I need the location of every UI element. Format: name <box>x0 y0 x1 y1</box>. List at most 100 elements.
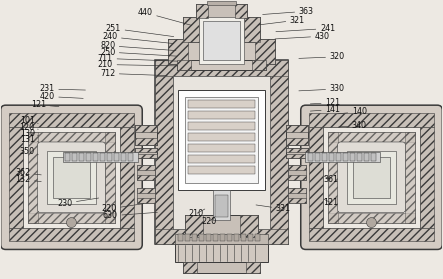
Text: 440: 440 <box>138 8 191 25</box>
Bar <box>322 153 326 161</box>
Bar <box>137 165 155 170</box>
Text: 420: 420 <box>39 92 83 101</box>
Bar <box>114 153 119 161</box>
Bar <box>353 157 390 198</box>
Bar <box>47 151 97 204</box>
Text: 820: 820 <box>100 41 176 50</box>
Text: 361: 361 <box>323 175 338 184</box>
Bar <box>66 153 70 161</box>
Bar <box>255 234 260 242</box>
Bar <box>252 60 266 70</box>
Bar <box>183 17 199 42</box>
Bar <box>357 153 361 161</box>
Bar <box>206 234 211 242</box>
Text: 231: 231 <box>39 85 85 93</box>
Bar <box>120 127 134 228</box>
Text: 121: 121 <box>311 98 340 107</box>
Bar <box>241 234 246 242</box>
Bar <box>185 215 203 237</box>
Circle shape <box>366 218 377 228</box>
Bar <box>155 60 173 244</box>
Bar <box>155 60 288 76</box>
Bar <box>328 213 416 223</box>
Text: 331: 331 <box>256 205 291 213</box>
Bar <box>188 122 255 130</box>
Bar <box>246 262 260 273</box>
Bar <box>309 113 434 127</box>
Bar <box>53 157 90 198</box>
FancyBboxPatch shape <box>338 142 405 213</box>
Bar <box>155 229 288 244</box>
Bar <box>9 127 23 228</box>
Bar <box>215 195 228 217</box>
Bar <box>305 152 381 162</box>
Bar <box>364 153 369 161</box>
Bar <box>328 132 338 223</box>
Bar <box>286 138 308 145</box>
Bar <box>177 60 266 70</box>
Text: 250: 250 <box>100 47 177 57</box>
Bar <box>308 153 313 161</box>
Bar <box>255 39 275 64</box>
Bar <box>135 138 157 145</box>
Bar <box>196 4 208 18</box>
Bar <box>244 17 260 42</box>
Bar <box>62 152 138 162</box>
Text: 230: 230 <box>57 198 99 208</box>
Text: 101: 101 <box>19 116 38 125</box>
Text: 140: 140 <box>338 107 367 116</box>
Text: 363: 363 <box>263 7 314 16</box>
Bar <box>288 188 306 193</box>
Text: 220: 220 <box>202 217 217 226</box>
Bar <box>227 234 232 242</box>
Bar <box>346 151 396 204</box>
Bar <box>192 234 197 242</box>
Text: 130: 130 <box>19 129 38 138</box>
FancyBboxPatch shape <box>301 105 442 249</box>
Text: 350: 350 <box>19 148 38 157</box>
Bar <box>137 188 155 203</box>
Bar <box>329 153 334 161</box>
Text: 220: 220 <box>101 204 144 213</box>
Text: 711: 711 <box>98 54 178 63</box>
Bar <box>309 228 434 242</box>
Bar <box>188 111 255 119</box>
Bar <box>185 234 190 242</box>
Bar <box>168 39 188 64</box>
Bar <box>213 234 218 242</box>
Bar <box>135 148 157 152</box>
Text: 141: 141 <box>311 105 340 114</box>
Bar <box>286 148 308 152</box>
FancyBboxPatch shape <box>38 142 105 213</box>
Bar <box>203 21 240 60</box>
Text: 362: 362 <box>15 168 41 177</box>
Bar <box>27 132 38 223</box>
Bar <box>188 144 255 152</box>
Bar <box>137 175 155 180</box>
Text: 320: 320 <box>299 52 345 61</box>
Bar <box>101 153 105 161</box>
Bar <box>93 153 98 161</box>
Bar <box>328 132 416 223</box>
FancyBboxPatch shape <box>1 105 142 249</box>
Text: 251: 251 <box>106 24 174 37</box>
Bar <box>185 215 258 237</box>
Bar <box>128 153 133 161</box>
Bar <box>137 165 155 180</box>
Bar <box>240 215 258 237</box>
Bar <box>286 148 308 158</box>
Bar <box>135 125 157 132</box>
Bar <box>270 60 288 244</box>
Bar <box>288 198 306 203</box>
Text: 210: 210 <box>188 209 205 218</box>
Text: 630: 630 <box>103 211 157 220</box>
Bar <box>178 234 183 242</box>
Text: 121: 121 <box>323 198 338 207</box>
Text: 712: 712 <box>100 69 167 78</box>
Bar <box>286 154 308 158</box>
Bar <box>178 90 265 190</box>
Bar <box>27 132 115 142</box>
Text: 210: 210 <box>98 60 178 69</box>
Text: 321: 321 <box>258 16 305 25</box>
Bar <box>235 4 247 18</box>
